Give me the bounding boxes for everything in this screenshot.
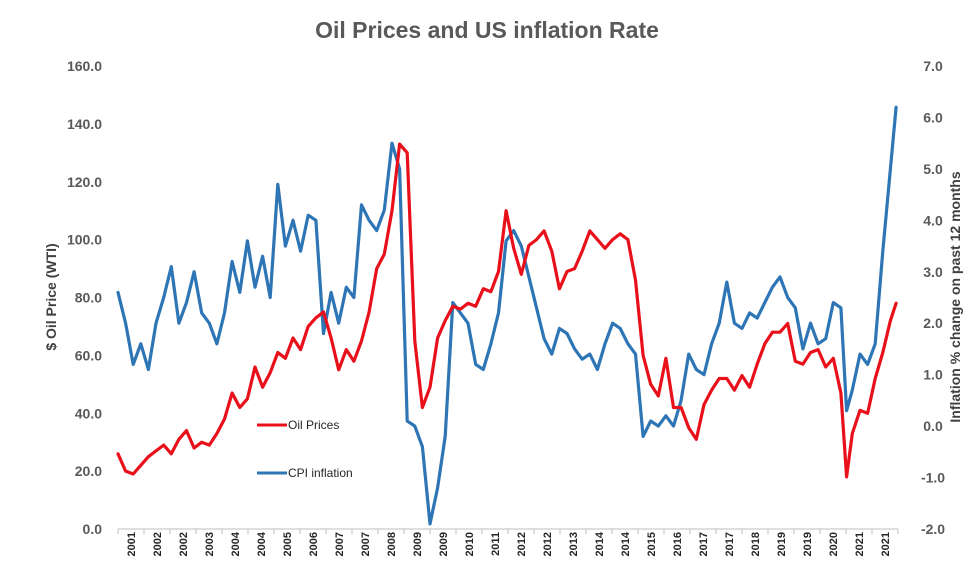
x-tick-label: 2009 bbox=[412, 532, 424, 556]
x-tick-label: 2004 bbox=[256, 531, 268, 556]
right-tick-label: 4.0 bbox=[923, 212, 943, 228]
x-tick-label: 2014 bbox=[620, 531, 632, 556]
x-tick-label: 2008 bbox=[386, 532, 398, 556]
right-tick-label: 7.0 bbox=[923, 58, 943, 74]
right-tick-label: 3.0 bbox=[923, 264, 943, 280]
legend-label-cpi: CPI inflation bbox=[288, 466, 353, 480]
x-tick-label: 2012 bbox=[516, 532, 528, 556]
x-tick-label: 2011 bbox=[490, 532, 502, 556]
left-tick-label: 100.0 bbox=[67, 232, 102, 248]
legend: Oil Prices CPI inflation bbox=[257, 418, 353, 480]
right-tick-label: 0.0 bbox=[923, 418, 943, 434]
right-tick-label: 2.0 bbox=[923, 315, 943, 331]
x-tick-label: 2010 bbox=[464, 532, 476, 556]
right-tick-label: 5.0 bbox=[923, 161, 943, 177]
x-tick-label: 2020 bbox=[828, 532, 840, 556]
x-tick-label: 2002 bbox=[178, 532, 190, 556]
x-tick-label: 2019 bbox=[776, 532, 788, 556]
x-axis-ticks: 2001 2002 2002 2003 2004 2004 2005 2006 2007 2007… bbox=[117, 529, 899, 556]
legend-label-oil: Oil Prices bbox=[288, 418, 339, 432]
x-tick-label: 2006 bbox=[308, 532, 320, 556]
right-axis-ticks: -2.0 -1.0 0.0 1.0 2.0 3.0 4.0 5.0 6.0 7.0 bbox=[921, 58, 945, 537]
left-tick-label: 20.0 bbox=[75, 463, 102, 479]
x-tick-label: 2007 bbox=[360, 532, 372, 556]
x-tick-label: 2015 bbox=[646, 532, 658, 556]
x-tick-label: 2009 bbox=[438, 532, 450, 556]
x-tick-label: 2007 bbox=[334, 532, 346, 556]
right-tick-label: -1.0 bbox=[921, 470, 945, 486]
x-tick-label: 2012 bbox=[542, 532, 554, 556]
oil-price-line bbox=[116, 142, 898, 479]
left-tick-label: 40.0 bbox=[75, 405, 102, 421]
x-tick-label: 2005 bbox=[282, 532, 294, 556]
right-tick-label: 6.0 bbox=[923, 109, 943, 125]
left-tick-label: 60.0 bbox=[75, 347, 102, 363]
x-tick-label: 2004 bbox=[230, 531, 242, 556]
x-tick-label: 2003 bbox=[204, 532, 216, 556]
x-tick-label: 2017 bbox=[724, 532, 736, 556]
left-axis-label: $ Oil Price (WTI) bbox=[43, 243, 59, 350]
x-tick-label: 2002 bbox=[152, 532, 164, 556]
left-tick-label: 0.0 bbox=[83, 521, 103, 537]
cpi-inflation-line bbox=[116, 105, 898, 526]
right-tick-label: 1.0 bbox=[923, 367, 943, 383]
right-tick-label: -2.0 bbox=[921, 521, 945, 537]
series-layer bbox=[116, 105, 898, 526]
chart-title: Oil Prices and US inflation Rate bbox=[315, 17, 659, 43]
x-tick-label: 2019 bbox=[802, 532, 814, 556]
left-tick-label: 140.0 bbox=[67, 116, 102, 132]
x-tick-label: 2001 bbox=[126, 532, 138, 556]
x-tick-label: 2017 bbox=[698, 532, 710, 556]
x-tick-label: 2013 bbox=[568, 532, 580, 556]
left-tick-label: 160.0 bbox=[67, 58, 102, 74]
right-axis-label: Inflation % change on past 12 months bbox=[947, 171, 963, 422]
x-tick-label: 2021 bbox=[880, 532, 892, 556]
left-axis-ticks: 0.0 20.0 40.0 60.0 80.0 100.0 120.0 140.0 160.0 bbox=[67, 58, 102, 537]
x-tick-label: 2018 bbox=[750, 532, 762, 556]
x-tick-label: 2021 bbox=[854, 532, 866, 556]
x-tick-label: 2014 bbox=[594, 531, 606, 556]
left-tick-label: 120.0 bbox=[67, 174, 102, 190]
left-tick-label: 80.0 bbox=[75, 290, 102, 306]
x-tick-label: 2016 bbox=[672, 532, 684, 556]
